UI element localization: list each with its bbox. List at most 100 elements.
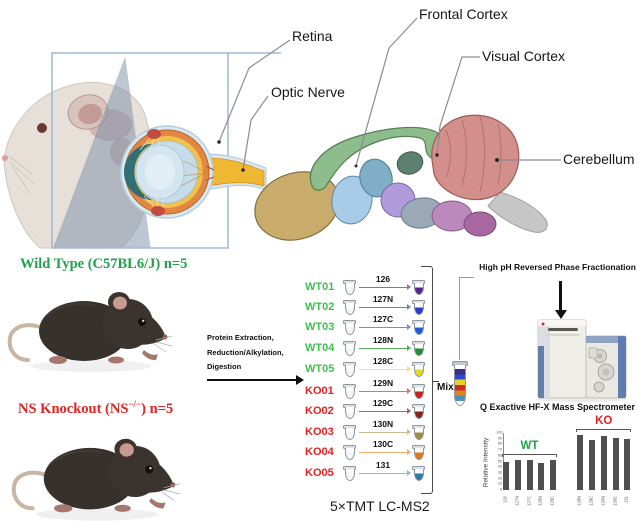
sample-tube-icon xyxy=(343,466,356,482)
tmt-sample-row: WT01 126 xyxy=(305,275,463,297)
mix-bracket-tick xyxy=(432,381,439,383)
labeled-tube-icon xyxy=(412,425,425,441)
sample-tube-icon xyxy=(343,341,356,357)
labeled-tube-icon xyxy=(412,341,425,357)
tmt-sample-row: KO03 130N xyxy=(305,420,463,442)
labeled-tube-icon xyxy=(412,404,425,420)
chart-y-tick-label: 90 xyxy=(497,436,502,441)
chart-x-tick-label: 128C xyxy=(550,496,556,506)
tmt-arrow xyxy=(359,345,411,351)
tmt-sample-row: KO02 129C xyxy=(305,399,463,421)
sample-tube-icon xyxy=(343,362,356,378)
chart-x-tick-label: 129N xyxy=(578,496,583,506)
tmt-channel-label: 128N xyxy=(372,335,394,345)
knockout-mouse-photo xyxy=(10,422,182,521)
chart-y-tick-label: 70 xyxy=(497,448,502,452)
chart-x-tick-label: 126 xyxy=(503,496,509,504)
tmt-channel-label: 130N xyxy=(372,419,394,429)
chart-group-bracket xyxy=(576,428,632,433)
sample-id-label: WT02 xyxy=(305,301,335,313)
chart-y-tick-label: 20 xyxy=(497,476,502,481)
tmt-arrow xyxy=(359,324,411,330)
tmt-sample-row: WT03 127C xyxy=(305,315,463,337)
labeled-tube-icon xyxy=(412,445,425,461)
tmt-arrow xyxy=(359,470,411,476)
label-leader-lines xyxy=(218,17,561,171)
frontal-cortex-label: Frontal Cortex xyxy=(419,6,508,22)
frontal-cortex-shape xyxy=(309,126,446,191)
sample-id-label: KO05 xyxy=(305,467,334,479)
mass-spectrometer-image xyxy=(536,319,628,402)
process-line-2: Reduction/Alkylation, xyxy=(207,347,284,357)
chart-y-tick-label: 30 xyxy=(497,471,502,475)
tmt-channel-label: 131 xyxy=(375,460,391,470)
fractionation-label: High pH Reversed Phase Fractionation xyxy=(479,262,636,272)
chart-x-tick-label: 130N xyxy=(601,496,606,506)
sample-tube-icon xyxy=(343,425,356,441)
mix-tube-bands xyxy=(454,365,466,406)
chart-x-tick-label: 130C xyxy=(613,496,618,506)
labeled-tube-icon xyxy=(412,466,425,482)
tmt-arrow xyxy=(359,429,411,435)
spectrometer-label: Q Exactive HF-X Mass Spectrometer xyxy=(479,402,636,412)
brainstem xyxy=(487,191,548,233)
sample-id-label: WT05 xyxy=(305,363,335,375)
labeled-tube-icon xyxy=(412,300,425,316)
chart-x-tick-label: 128N xyxy=(539,496,544,506)
dissection-box xyxy=(51,52,281,249)
chart-x-tick-label: 129C xyxy=(589,496,595,506)
sample-id-label: WT04 xyxy=(305,342,335,354)
chart-bar xyxy=(612,438,619,490)
sample-id-label: KO02 xyxy=(305,405,334,417)
labeled-tube-icon xyxy=(412,320,425,336)
chart-bar xyxy=(577,434,584,490)
tmt-arrow xyxy=(359,408,411,414)
mix-to-fractionation-line xyxy=(459,277,461,360)
anatomy-illustration xyxy=(2,17,561,249)
chart-bar xyxy=(589,439,595,490)
chart-bar xyxy=(538,462,545,490)
retina-label: Retina xyxy=(292,28,333,44)
brain-illustration xyxy=(254,114,548,241)
tmt-channel-label: 128C xyxy=(372,356,394,366)
knockout-title-pre: NS Knockout (NS xyxy=(18,400,129,417)
tmt-channel-label: 127N xyxy=(372,294,394,304)
wild-type-group-title: Wild Type (C57BL6/J) n=5 xyxy=(20,256,188,272)
chart-bar xyxy=(503,461,509,490)
mix-bracket xyxy=(421,266,433,494)
tmt-sample-row: KO01 129N xyxy=(305,379,463,401)
tmt-channel-label: 127C xyxy=(372,314,394,324)
mouse-ear xyxy=(113,296,127,310)
chart-bar xyxy=(526,459,533,490)
chart-y-tick-label: 100 xyxy=(496,431,503,435)
sample-tube-icon xyxy=(343,320,356,336)
eye-cross-section xyxy=(120,125,215,219)
labeled-tube-icon xyxy=(412,384,425,400)
chart-x-tick-label: 127C xyxy=(527,496,532,506)
chart-y-tick-label: 40 xyxy=(497,465,502,470)
tmt-sample-row: WT02 127N xyxy=(305,295,463,317)
mix-tube-icon xyxy=(452,361,468,409)
chart-bar xyxy=(514,460,521,490)
chart-group-label: WT xyxy=(520,439,539,452)
chart-y-tick-label: 80 xyxy=(497,442,502,447)
optic-nerve-illustration xyxy=(205,153,267,191)
process-line-1: Protein Extraction, xyxy=(207,333,274,342)
sample-id-label: KO01 xyxy=(305,385,334,397)
chart-y-tick-label: 10 xyxy=(497,482,502,487)
tmt-channel-label: 130C xyxy=(372,439,394,449)
cerebellum-shape xyxy=(431,114,520,201)
process-line-3: Digestion xyxy=(207,362,242,371)
chart-y-tick-label: 60 xyxy=(497,453,502,458)
tmt-channel-label: 126 xyxy=(375,274,391,284)
chart-x-tick-label: 127N xyxy=(515,496,520,506)
tmt-workflow-title: 5×TMT LC-MS2 xyxy=(330,498,430,514)
sample-id-label: WT03 xyxy=(305,321,335,333)
tmt-arrow xyxy=(359,449,411,455)
sample-tube-icon xyxy=(343,445,356,461)
sample-id-label: KO04 xyxy=(305,446,334,458)
knockout-title-sup: −/− xyxy=(128,399,142,409)
knockout-title-post: ) n=5 xyxy=(141,400,174,417)
sample-tube-icon xyxy=(343,384,356,400)
